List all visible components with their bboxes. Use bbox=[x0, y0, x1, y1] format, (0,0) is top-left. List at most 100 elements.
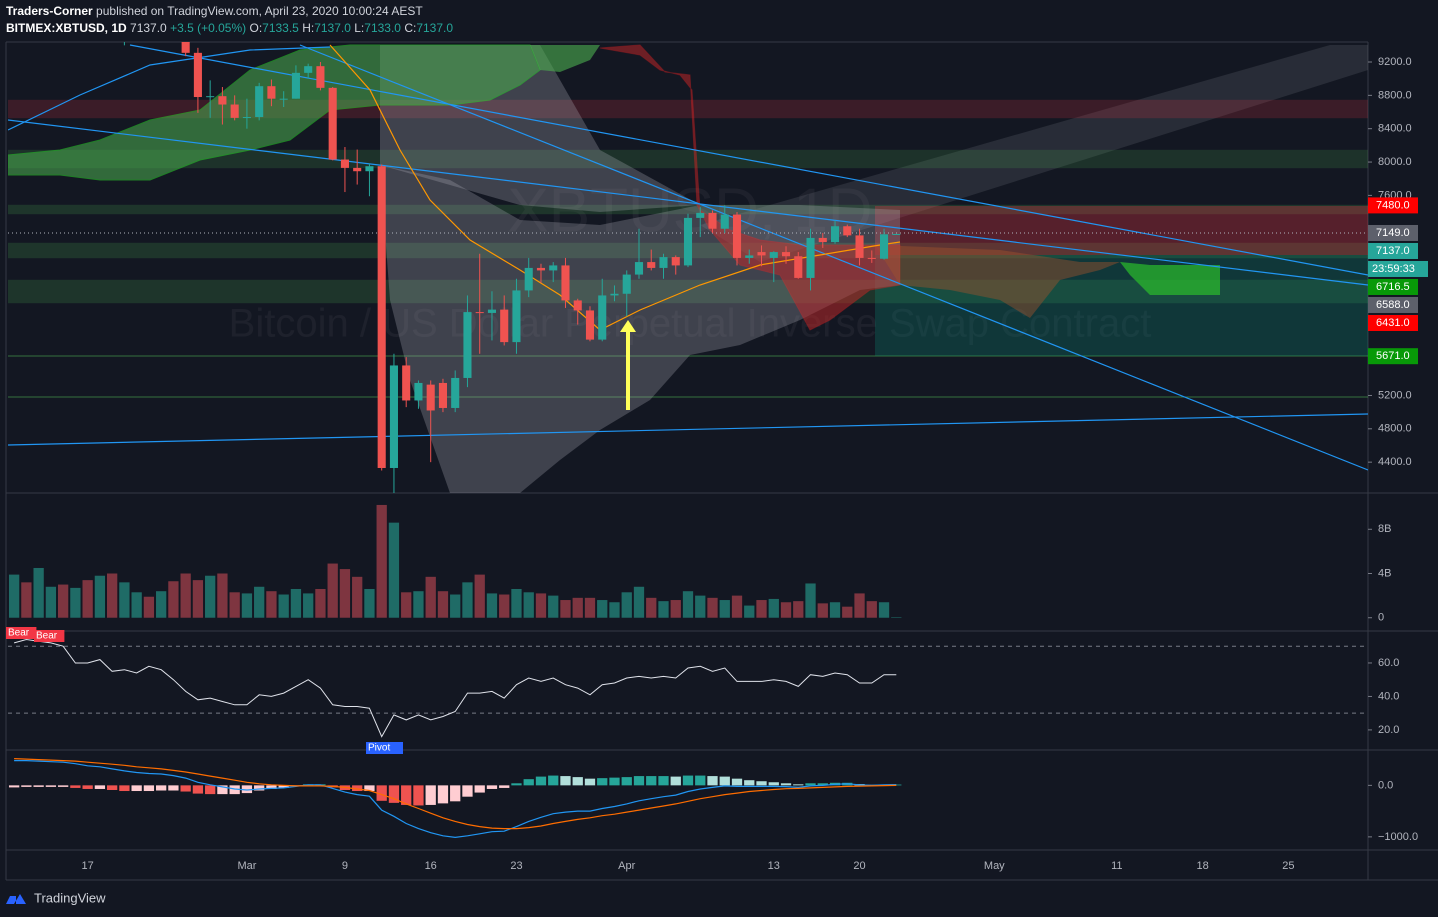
macd-histogram bbox=[780, 783, 792, 786]
signal-badge bbox=[6, 627, 37, 639]
candle-body bbox=[451, 377, 460, 408]
volume-bar bbox=[866, 601, 877, 618]
price-badge bbox=[1368, 197, 1418, 214]
macd-histogram bbox=[266, 785, 277, 789]
macd-histogram bbox=[192, 785, 204, 794]
volume-bar bbox=[695, 595, 706, 618]
candle-body bbox=[879, 234, 889, 259]
channel bbox=[700, 45, 1368, 262]
cloud-green bbox=[1120, 262, 1220, 295]
candle-body bbox=[598, 295, 607, 340]
candle-body bbox=[230, 104, 239, 118]
zone bbox=[8, 279, 1368, 304]
x-tick-label: 17 bbox=[82, 860, 94, 872]
candle-body bbox=[463, 312, 472, 378]
volume-bar bbox=[241, 593, 253, 618]
change: +3.5 (+0.05%) bbox=[170, 21, 247, 35]
candle-body bbox=[843, 226, 852, 236]
macd-histogram bbox=[205, 785, 216, 795]
volume-bar bbox=[560, 600, 571, 618]
signal-badge bbox=[366, 742, 403, 754]
y-tick-label: 4400.0 bbox=[1378, 456, 1412, 468]
volume-bar bbox=[278, 594, 289, 618]
price-badge-label: 7149.0 bbox=[1376, 227, 1410, 239]
candle-body bbox=[781, 252, 791, 257]
candle-body bbox=[193, 52, 202, 98]
volume-bar bbox=[548, 595, 559, 618]
price-badge bbox=[1368, 296, 1418, 313]
candle-body bbox=[659, 257, 668, 268]
volume-bar bbox=[352, 576, 363, 618]
volume-bar bbox=[829, 602, 841, 618]
candle-body bbox=[794, 256, 803, 278]
volume-bar bbox=[597, 600, 608, 618]
macd-histogram bbox=[119, 785, 130, 792]
volume-bar bbox=[217, 573, 228, 618]
candle-body bbox=[267, 86, 276, 99]
volume-bar bbox=[266, 591, 277, 618]
macd-histogram bbox=[278, 785, 289, 788]
candle-body bbox=[500, 309, 509, 343]
macd-histogram bbox=[364, 785, 375, 792]
position-risk bbox=[875, 206, 1368, 255]
volume-bar bbox=[609, 602, 620, 618]
last: 7137.0 bbox=[130, 21, 167, 35]
price-badge-label: 6716.5 bbox=[1376, 281, 1410, 293]
candle-body bbox=[745, 255, 754, 258]
candle-body bbox=[585, 310, 595, 340]
macd-histogram bbox=[82, 785, 93, 789]
o-label: O: bbox=[249, 21, 263, 35]
volume-bar bbox=[45, 586, 57, 618]
volume-bar bbox=[143, 596, 155, 618]
candle-body bbox=[487, 309, 497, 313]
macd-histogram bbox=[535, 776, 547, 786]
volume-bar bbox=[388, 522, 400, 618]
macd-histogram bbox=[168, 785, 179, 791]
macd-histogram bbox=[229, 785, 240, 795]
candle-body bbox=[769, 252, 778, 258]
signal-label: Bear bbox=[36, 631, 58, 642]
x-tick-label: 20 bbox=[853, 860, 865, 872]
candle-body bbox=[304, 66, 313, 73]
macd-histogram bbox=[462, 785, 473, 797]
signal-line bbox=[14, 758, 897, 830]
x-tick-label: 13 bbox=[768, 860, 780, 872]
y-tick-label: 40.0 bbox=[1378, 690, 1399, 702]
candle-body bbox=[818, 237, 827, 243]
x-tick-label: 25 bbox=[1282, 860, 1294, 872]
macd-histogram bbox=[450, 785, 461, 802]
macd-histogram bbox=[217, 785, 228, 795]
candle-body bbox=[610, 293, 619, 296]
close: 7137.0 bbox=[416, 21, 454, 35]
macd-histogram bbox=[560, 776, 571, 786]
macd-histogram bbox=[131, 785, 142, 792]
macd-histogram bbox=[633, 776, 645, 786]
macd-histogram bbox=[682, 775, 694, 786]
macd-histogram bbox=[658, 776, 669, 786]
candles bbox=[123, 42, 901, 493]
volume-bar bbox=[376, 504, 387, 618]
open: 7133.5 bbox=[262, 21, 299, 35]
candle-body bbox=[549, 265, 558, 271]
candle-body bbox=[696, 212, 705, 218]
volume-bar bbox=[156, 591, 167, 618]
macd-histogram bbox=[254, 785, 265, 791]
volume-bar bbox=[413, 591, 424, 618]
price-badge bbox=[1368, 314, 1418, 331]
y-tick-label: 60.0 bbox=[1378, 657, 1399, 669]
candle-body bbox=[353, 167, 362, 172]
macd-histogram bbox=[70, 785, 81, 788]
macd-histogram bbox=[621, 777, 632, 786]
volume-bar bbox=[486, 593, 498, 618]
y-tick-label: 4800.0 bbox=[1378, 423, 1412, 435]
volume-bar bbox=[658, 601, 669, 618]
macd-histogram bbox=[437, 785, 449, 804]
x-tick-label: 9 bbox=[342, 860, 348, 872]
volume-bar bbox=[327, 563, 338, 618]
candle-body bbox=[647, 262, 656, 268]
candle-body bbox=[181, 42, 190, 53]
h-label: H: bbox=[302, 21, 315, 35]
candle-body bbox=[340, 159, 349, 168]
